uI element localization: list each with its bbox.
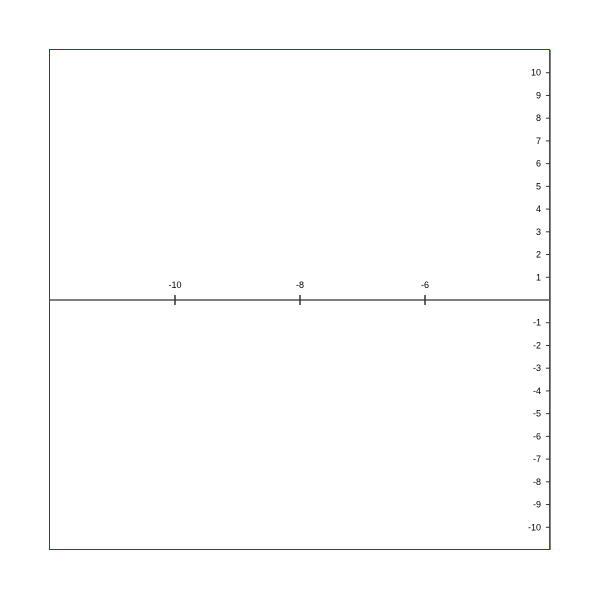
y-tick-label: 1 <box>536 272 541 282</box>
y-tick-label: 2 <box>536 250 541 260</box>
x-ticks-group: -10 -8 -6 <box>168 280 429 305</box>
y-tick-label: 4 <box>536 204 541 214</box>
y-tick-label: 3 <box>536 227 541 237</box>
y-tick-label: -7 <box>533 454 541 464</box>
y-tick-label: 5 <box>536 181 541 191</box>
x-tick-label: -6 <box>421 280 429 290</box>
y-tick-label: -6 <box>533 431 541 441</box>
y-tick-label: -9 <box>533 500 541 510</box>
y-tick-label: 9 <box>536 90 541 100</box>
y-tick-label: 6 <box>536 159 541 169</box>
x-tick-label: -8 <box>296 280 304 290</box>
y-tick-label: 8 <box>536 113 541 123</box>
y-tick-label: -4 <box>533 386 541 396</box>
y-tick-label: -1 <box>533 318 541 328</box>
y-ticks-group: 10 9 8 7 6 5 4 3 2 1 -1 -2 -3 -4 -5 -6 -7 -8 -9 -10 <box>528 68 550 532</box>
y-tick-label: 7 <box>536 136 541 146</box>
y-tick-label: -2 <box>533 340 541 350</box>
x-tick-label: -10 <box>168 280 181 290</box>
y-tick-label: 10 <box>531 68 541 78</box>
y-tick-label: -8 <box>533 477 541 487</box>
y-tick-label: -5 <box>533 409 541 419</box>
y-tick-label: -3 <box>533 363 541 373</box>
y-tick-label: -10 <box>528 522 541 532</box>
